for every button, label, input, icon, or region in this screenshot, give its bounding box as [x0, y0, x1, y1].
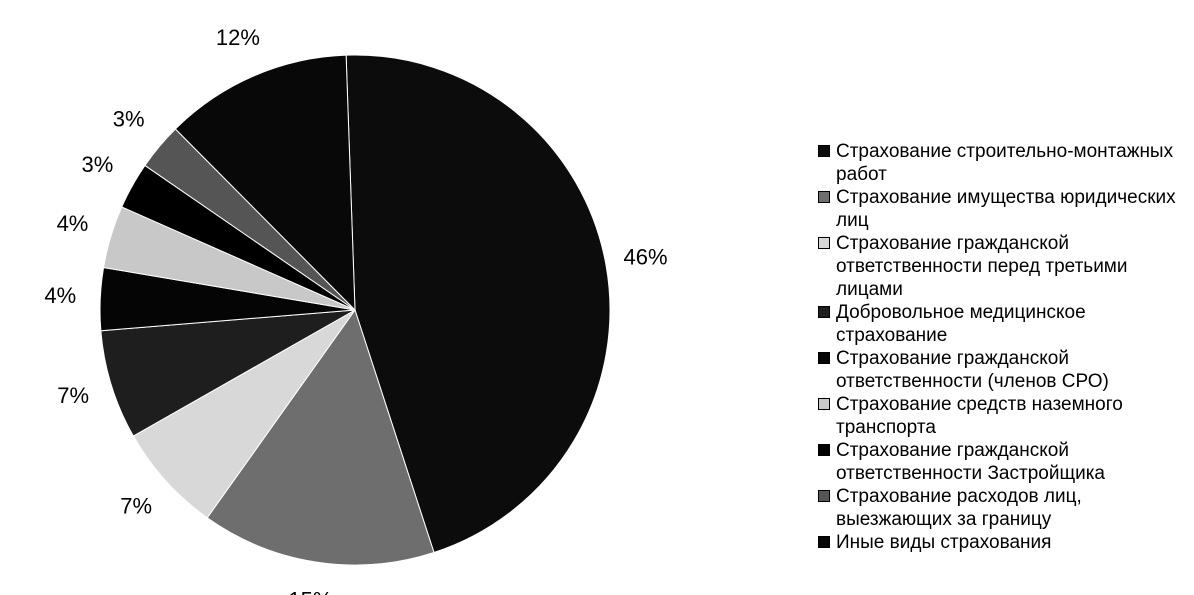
pie-slice	[174, 54, 356, 312]
legend-item: Страхование гражданской ответственности …	[818, 232, 1188, 301]
slice-label: 4%	[57, 211, 89, 236]
pie-slice	[132, 309, 356, 519]
legend-label: Страхование гражданской ответственности …	[836, 233, 1128, 300]
legend-label: Страхование имущества юридических лиц	[836, 187, 1176, 231]
legend-label: Страхование средств наземного транспорта	[836, 394, 1123, 438]
legend-swatch	[818, 145, 830, 157]
legend-swatch	[818, 237, 830, 249]
legend-label: Страхование расходов лиц, выезжающих за …	[836, 486, 1082, 530]
legend-swatch	[818, 490, 830, 502]
legend-item: Страхование средств наземного транспорта	[818, 393, 1188, 439]
legend-label: Страхование строительно-монтажных работ	[836, 141, 1174, 185]
legend-item: Добровольное медицинское страхование	[818, 301, 1188, 347]
legend-label: Страхование гражданской ответственности …	[836, 440, 1105, 484]
legend: Страхование строительно-монтажных работ С…	[818, 140, 1188, 554]
pie-slice	[345, 54, 611, 554]
slice-label: 46%	[623, 244, 667, 269]
slice-label: 3%	[113, 107, 145, 132]
legend-item: Страхование имущества юридических лиц	[818, 186, 1188, 232]
slice-label: 4%	[44, 283, 76, 308]
legend-swatch	[818, 398, 830, 410]
slice-label: 3%	[82, 152, 114, 177]
legend-label: Добровольное медицинское страхование	[836, 302, 1086, 346]
slice-label: 7%	[120, 494, 152, 519]
legend-swatch	[818, 352, 830, 364]
legend-label: Страхование гражданской ответственности …	[836, 348, 1109, 392]
legend-swatch	[818, 536, 830, 548]
pie-slice	[100, 309, 356, 437]
pie-slice	[206, 308, 435, 566]
legend-swatch	[818, 191, 830, 203]
slice-label: 12%	[216, 25, 260, 50]
slice-label: 7%	[57, 383, 89, 408]
legend-item: Страхование строительно-монтажных работ	[818, 140, 1188, 186]
legend-item: Иные виды страхования	[818, 531, 1188, 554]
slice-label: 15%	[288, 587, 332, 595]
chart: 46% 15% 7% 7% 4% 4% 3% 3% 12%	[44, 25, 667, 595]
legend-label: Иные виды страхования	[836, 532, 1052, 553]
legend-swatch	[818, 306, 830, 318]
legend-item: Страхование расходов лиц, выезжающих за …	[818, 485, 1188, 531]
legend-item: Страхование гражданской ответственности …	[818, 439, 1188, 485]
legend-item: Страхование гражданской ответственности …	[818, 347, 1188, 393]
legend-swatch	[818, 444, 830, 456]
